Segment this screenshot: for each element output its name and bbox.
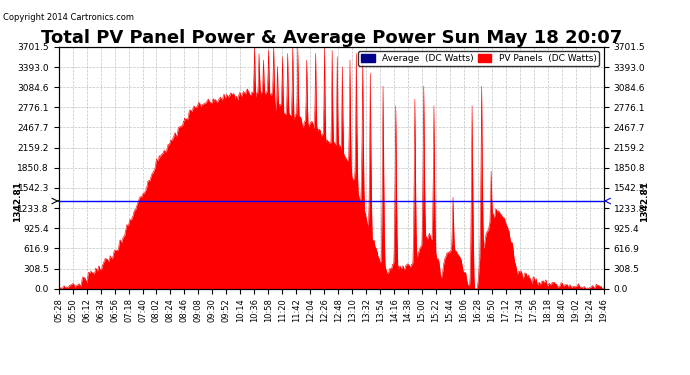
Text: 1342.81: 1342.81 [13,180,22,222]
Title: Total PV Panel Power & Average Power Sun May 18 20:07: Total PV Panel Power & Average Power Sun… [41,29,622,47]
Text: Copyright 2014 Cartronics.com: Copyright 2014 Cartronics.com [3,13,135,22]
Legend: Average  (DC Watts), PV Panels  (DC Watts): Average (DC Watts), PV Panels (DC Watts) [358,51,599,66]
Text: 1342.81: 1342.81 [640,180,649,222]
